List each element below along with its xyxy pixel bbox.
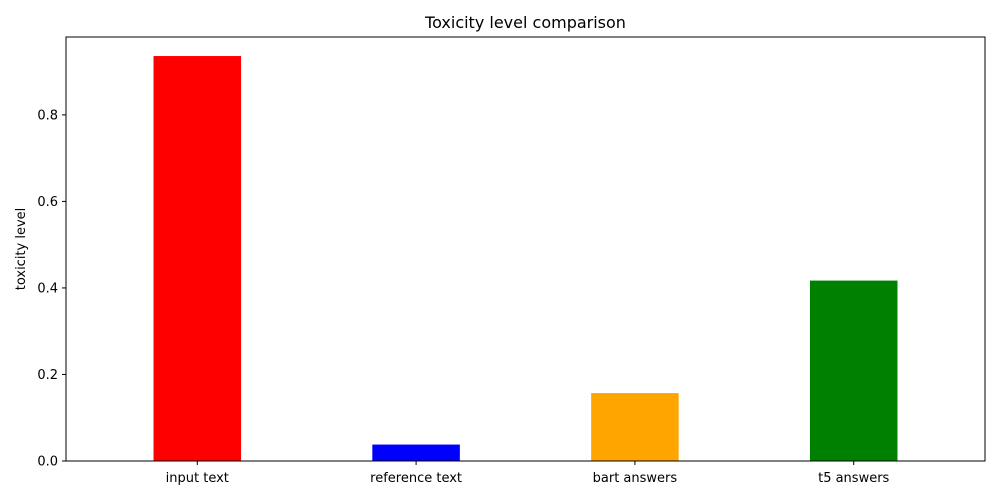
plot-area: 0.0 0.2 0.4 0.6 0.8 input text reference text b… [37,36,986,486]
bar-t5-answers [809,280,898,461]
x-tick-label: bart answers [593,471,678,486]
chart-title: Toxicity level comparison [424,13,626,32]
bar-bart-answers [591,393,679,461]
axes-frame [65,36,986,462]
y-tick-label: 0.0 [37,455,58,470]
x-tick-label: t5 answers [818,471,889,486]
y-axis-label: toxicity level [14,208,29,291]
x-tick-label: input text [166,471,229,486]
y-tick-label: 0.2 [37,368,58,383]
y-tick-label: 0.4 [37,281,58,296]
bar-reference-text [372,444,460,461]
y-tick-label: 0.6 [37,195,58,210]
x-tick-label: reference text [370,471,462,486]
bar-input-text [153,56,242,461]
y-tick-label: 0.8 [37,108,58,123]
